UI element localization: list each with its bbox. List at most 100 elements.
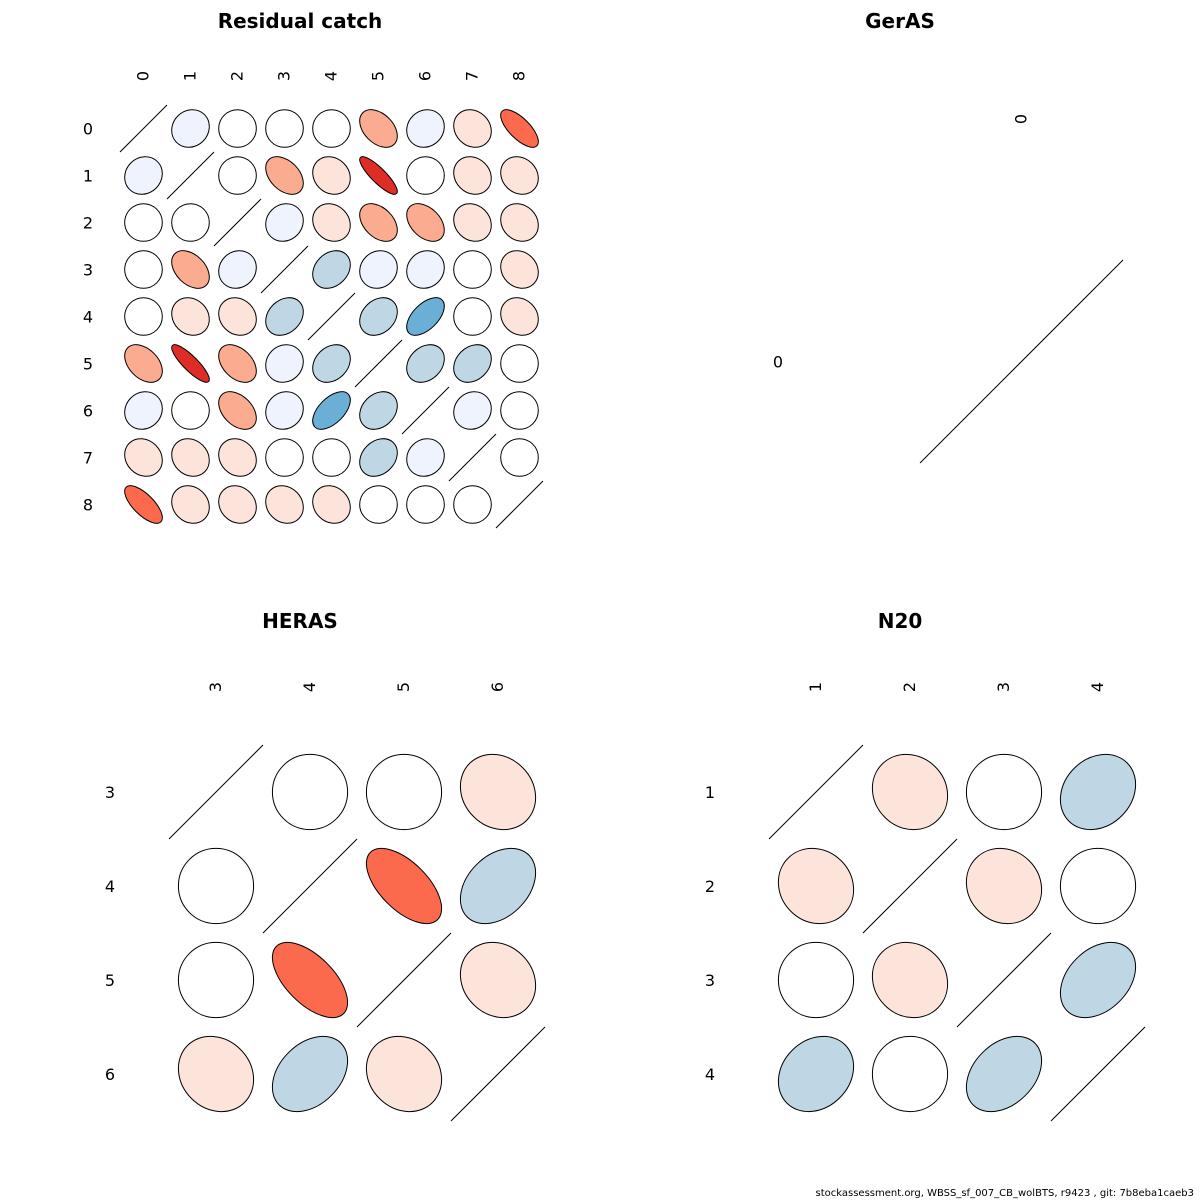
row-label: 0 — [773, 353, 783, 372]
footer-text: stockassessment.org, WBSS_sf_007_CB_wolB… — [815, 1188, 1195, 1199]
correlation-ellipse — [500, 344, 539, 383]
correlation-ellipse — [171, 344, 210, 383]
row-label: 8 — [83, 496, 93, 515]
diagonal-line — [354, 339, 403, 388]
correlation-ellipse — [218, 156, 257, 195]
correlation-ellipse — [777, 941, 855, 1019]
correlation-ellipse — [171, 203, 210, 242]
correlation-ellipse — [271, 753, 349, 831]
correlation-ellipse — [124, 438, 163, 477]
panel-4: N20 1 2 3 4 1 2 3 4 — [705, 609, 1146, 1122]
correlation-ellipse — [177, 1035, 255, 1113]
correlation-ellipse — [218, 438, 257, 477]
diagonal-line — [956, 932, 1052, 1028]
correlation-ellipse — [312, 438, 351, 477]
correlation-ellipse — [171, 391, 210, 430]
correlation-ellipse — [124, 297, 163, 336]
row-label: 5 — [105, 971, 115, 990]
correlation-ellipse — [124, 250, 163, 289]
correlation-ellipse — [500, 438, 539, 477]
correlation-ellipse — [965, 1035, 1043, 1113]
correlation-ellipse — [453, 250, 492, 289]
correlation-ellipse — [1059, 847, 1137, 925]
column-label: 6 — [416, 71, 435, 81]
correlation-ellipse — [453, 485, 492, 524]
correlation-ellipse — [500, 203, 539, 242]
correlation-ellipse — [271, 941, 349, 1019]
diagonal-line — [448, 433, 497, 482]
correlation-ellipse — [406, 250, 445, 289]
correlation-ellipse — [271, 1035, 349, 1113]
column-label: 1 — [806, 682, 825, 692]
correlation-ellipse — [453, 344, 492, 383]
correlation-ellipse — [312, 391, 351, 430]
correlation-ellipse — [218, 297, 257, 336]
panel-3: HERAS 3 4 5 6 3 4 5 6 — [105, 609, 546, 1122]
panel-title: Residual catch — [218, 9, 383, 33]
correlation-ellipse — [218, 250, 257, 289]
correlation-ellipse — [265, 438, 304, 477]
diagonal-line — [119, 104, 168, 153]
correlation-ellipse — [459, 941, 537, 1019]
correlation-ellipse — [453, 109, 492, 148]
row-label: 3 — [83, 261, 93, 280]
correlation-ellipse — [453, 203, 492, 242]
row-label: 4 — [83, 308, 93, 327]
column-label: 3 — [994, 682, 1013, 692]
diagonal-line — [450, 1026, 546, 1122]
row-label: 3 — [705, 971, 715, 990]
row-label: 2 — [83, 214, 93, 233]
correlation-ellipse — [459, 753, 537, 831]
panel-title: HERAS — [262, 609, 338, 633]
correlation-ellipse — [218, 391, 257, 430]
correlation-ellipse — [453, 156, 492, 195]
row-label: 1 — [705, 783, 715, 802]
panel-title: GerAS — [865, 9, 935, 33]
column-label: 4 — [1088, 682, 1107, 692]
correlation-ellipse — [453, 391, 492, 430]
diagonal-line — [919, 259, 1124, 464]
correlation-ellipse — [871, 1035, 949, 1113]
correlation-ellipse — [265, 485, 304, 524]
correlation-ellipse — [871, 753, 949, 831]
column-label: 1 — [181, 71, 200, 81]
diagonal-line — [495, 480, 544, 529]
column-label: 3 — [275, 71, 294, 81]
row-label: 3 — [105, 783, 115, 802]
column-label: 2 — [900, 682, 919, 692]
diagonal-line — [262, 838, 358, 934]
column-label: 5 — [394, 682, 413, 692]
row-label: 2 — [705, 877, 715, 896]
correlation-ellipse — [965, 753, 1043, 831]
diagonal-line — [356, 932, 452, 1028]
correlation-ellipse — [359, 156, 398, 195]
correlation-ellipse — [365, 847, 443, 925]
row-label: 4 — [105, 877, 115, 896]
correlation-ellipse — [265, 203, 304, 242]
correlation-ellipse — [365, 1035, 443, 1113]
correlation-ellipse — [359, 203, 398, 242]
correlation-ellipse — [312, 485, 351, 524]
row-label: 1 — [83, 167, 93, 186]
correlation-ellipse — [265, 391, 304, 430]
correlation-ellipse — [500, 297, 539, 336]
correlation-ellipse — [406, 203, 445, 242]
correlation-ellipse — [171, 109, 210, 148]
correlation-ellipse — [312, 344, 351, 383]
correlation-ellipse — [124, 344, 163, 383]
row-label: 0 — [83, 120, 93, 139]
correlation-ellipse — [124, 485, 163, 524]
correlation-ellipse — [406, 109, 445, 148]
row-label: 7 — [83, 449, 93, 468]
correlation-ellipse — [124, 156, 163, 195]
correlation-ellipse — [312, 250, 351, 289]
correlation-ellipse — [218, 109, 257, 148]
correlation-ellipse — [500, 250, 539, 289]
correlation-ellipse — [124, 391, 163, 430]
correlation-ellipse — [453, 297, 492, 336]
diagonal-line — [307, 292, 356, 341]
panel-title: N20 — [878, 609, 923, 633]
correlation-ellipse — [359, 391, 398, 430]
correlation-ellipse — [500, 156, 539, 195]
correlation-ellipse — [312, 109, 351, 148]
